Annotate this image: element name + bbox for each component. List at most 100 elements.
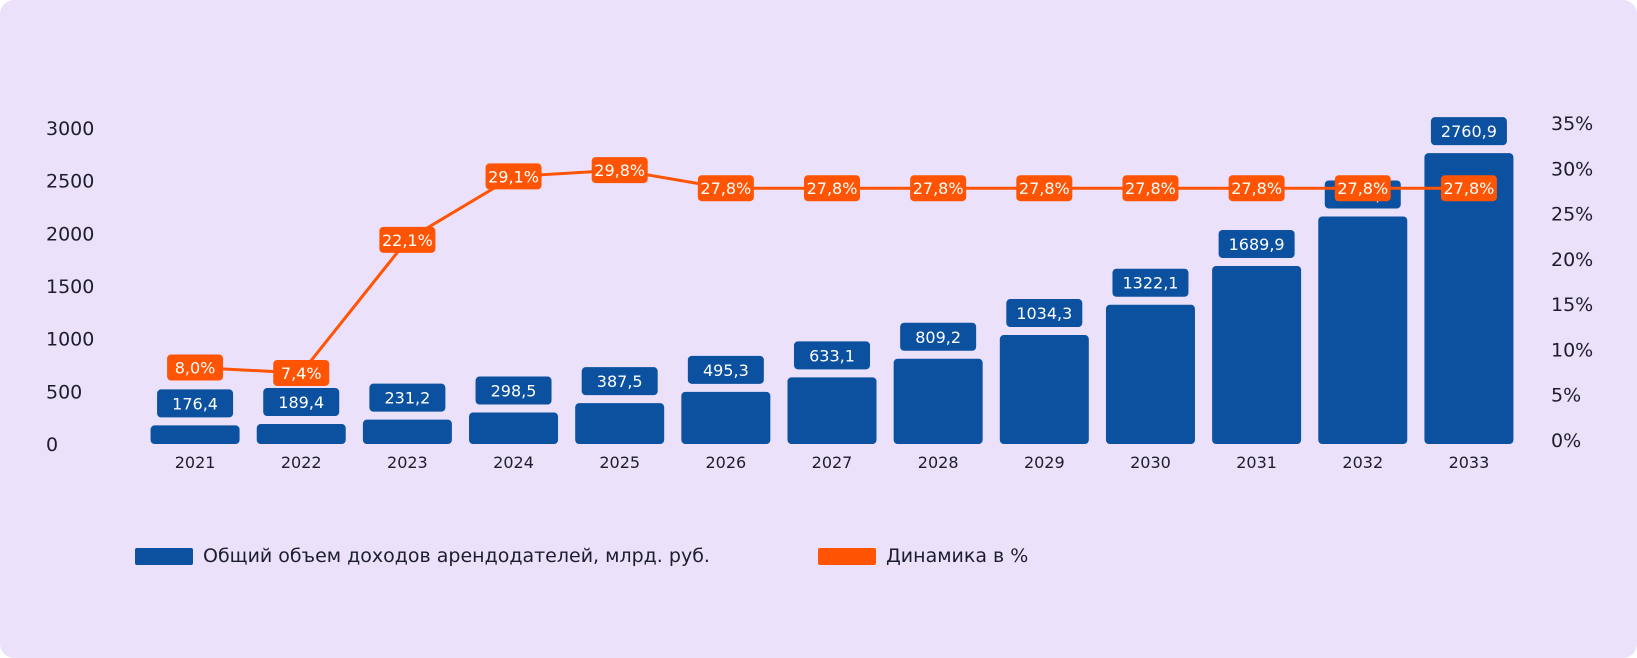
bar-value-label-box — [263, 388, 340, 417]
legend-swatch-revenue — [135, 547, 193, 565]
x-tick-label: 2026 — [705, 453, 746, 472]
bar-value-label: 809,2 — [915, 328, 961, 347]
right-tick-label: 5% — [1551, 385, 1581, 407]
bar — [893, 358, 983, 444]
bar-value-label-box — [687, 355, 764, 384]
bar-value-label-box — [1112, 268, 1189, 297]
percent-label-box — [1440, 175, 1497, 202]
percent-label-box — [1334, 175, 1391, 202]
bar-value-labels: 176,4 189,4 231,2 298,5 387,5 495,3 633,1 809,2… — [157, 117, 1507, 418]
percent-label: 27,8% — [1231, 179, 1282, 198]
percent-line-series: 8,0% 7,4% 22,1% 29,1% 29,8% 27,8% 27,8% 27,8% 27… — [167, 157, 1497, 386]
legend: Общий объем доходов арендодателей, млрд.… — [135, 540, 1335, 572]
percent-label: 27,8% — [913, 179, 964, 198]
bar — [150, 425, 240, 444]
left-tick-label: 2000 — [46, 223, 94, 245]
percent-label-box — [167, 354, 224, 381]
left-tick-label: 3000 — [46, 118, 94, 140]
bar-value-label-box — [581, 367, 658, 396]
legend-item-revenue: Общий объем доходов арендодателей, млрд.… — [135, 545, 710, 567]
x-tick-label: 2027 — [812, 453, 853, 472]
left-axis: 0 500 1000 1500 2000 2500 3000 — [46, 118, 94, 456]
bars — [150, 153, 1514, 445]
x-tick-label: 2025 — [599, 453, 640, 472]
percent-label: 27,8% — [1125, 179, 1176, 198]
x-tick-label: 2033 — [1449, 453, 1490, 472]
bar-value-label: 298,5 — [491, 382, 537, 401]
bar — [256, 424, 346, 444]
bar-value-label: 1689,9 — [1229, 235, 1285, 254]
bar — [681, 391, 771, 444]
percent-label: 22,1% — [382, 231, 433, 250]
legend-label-revenue: Общий объем доходов арендодателей, млрд.… — [203, 545, 710, 567]
left-tick-label: 1500 — [46, 276, 94, 298]
left-tick-label: 500 — [46, 381, 82, 403]
bar — [575, 403, 665, 444]
bar-value-label: 1034,3 — [1016, 304, 1072, 323]
bar — [787, 377, 877, 444]
percent-label-box — [1016, 175, 1073, 202]
right-tick-label: 0% — [1551, 430, 1581, 452]
legend-swatch-dynamics — [817, 547, 876, 565]
bar — [362, 419, 452, 444]
percent-label-box — [485, 163, 542, 190]
bar — [469, 412, 559, 444]
bar-value-label-box — [157, 389, 234, 418]
bar — [999, 335, 1089, 444]
bar-value-label: 495,3 — [703, 361, 749, 380]
right-tick-label: 10% — [1551, 339, 1593, 361]
percent-label-box — [697, 175, 754, 202]
right-tick-label: 15% — [1551, 294, 1593, 316]
percent-label-box — [804, 175, 860, 202]
bar-value-label-box — [1218, 229, 1295, 258]
percent-label-box — [1228, 175, 1285, 202]
left-tick-label: 0 — [46, 434, 58, 456]
bar-value-label: 176,4 — [172, 394, 218, 413]
bar-value-label-box — [1006, 299, 1083, 328]
percent-label: 8,0% — [175, 359, 216, 378]
bar — [1105, 304, 1195, 444]
percent-label: 27,8% — [700, 179, 751, 198]
right-tick-label: 25% — [1551, 204, 1593, 226]
left-tick-label: 2500 — [46, 171, 94, 193]
percent-label-box — [379, 226, 436, 253]
x-tick-label: 2028 — [918, 453, 959, 472]
x-tick-label: 2031 — [1236, 453, 1277, 472]
bar-value-label: 387,5 — [597, 372, 643, 391]
left-tick-label: 1000 — [46, 329, 94, 351]
percent-label: 27,8% — [807, 179, 858, 198]
x-tick-label: 2022 — [281, 453, 322, 472]
bar-value-label: 2760,9 — [1441, 122, 1497, 141]
percent-label: 27,8% — [1337, 179, 1388, 198]
percent-label-box — [910, 175, 967, 202]
legend-item-dynamics: Динамика в % — [817, 545, 1029, 567]
bar-value-label-box — [794, 341, 870, 370]
bar-value-label-box — [900, 322, 977, 351]
x-tick-label: 2030 — [1130, 453, 1171, 472]
right-tick-label: 20% — [1551, 249, 1593, 271]
percent-label: 29,1% — [488, 167, 539, 186]
bar-value-label: 189,4 — [278, 393, 324, 412]
percent-label-box — [1122, 175, 1179, 202]
bar — [1318, 216, 1408, 444]
x-tick-label: 2032 — [1342, 453, 1383, 472]
bar-value-label-box — [1430, 117, 1507, 146]
percent-label: 29,8% — [594, 161, 645, 180]
percent-label: 27,8% — [1444, 179, 1495, 198]
legend-label-dynamics: Динамика в % — [885, 545, 1029, 567]
x-axis: 2021 2022 2023 2024 2025 2026 2027 2028 2029 2030… — [175, 453, 1490, 472]
bar-value-label: 231,2 — [384, 389, 430, 408]
bar-value-label-box — [369, 383, 446, 412]
right-tick-label: 30% — [1551, 158, 1593, 180]
bar-value-label: 633,1 — [809, 346, 855, 365]
right-axis: 0% 5% 10% 15% 20% 25% 30% 35% — [1551, 113, 1593, 452]
right-tick-label: 35% — [1551, 113, 1593, 135]
percent-label-box — [591, 157, 648, 184]
bar — [1212, 265, 1302, 444]
percent-label: 27,8% — [1019, 179, 1070, 198]
x-tick-label: 2024 — [493, 453, 534, 472]
bar — [1424, 153, 1514, 445]
x-tick-label: 2021 — [175, 453, 216, 472]
